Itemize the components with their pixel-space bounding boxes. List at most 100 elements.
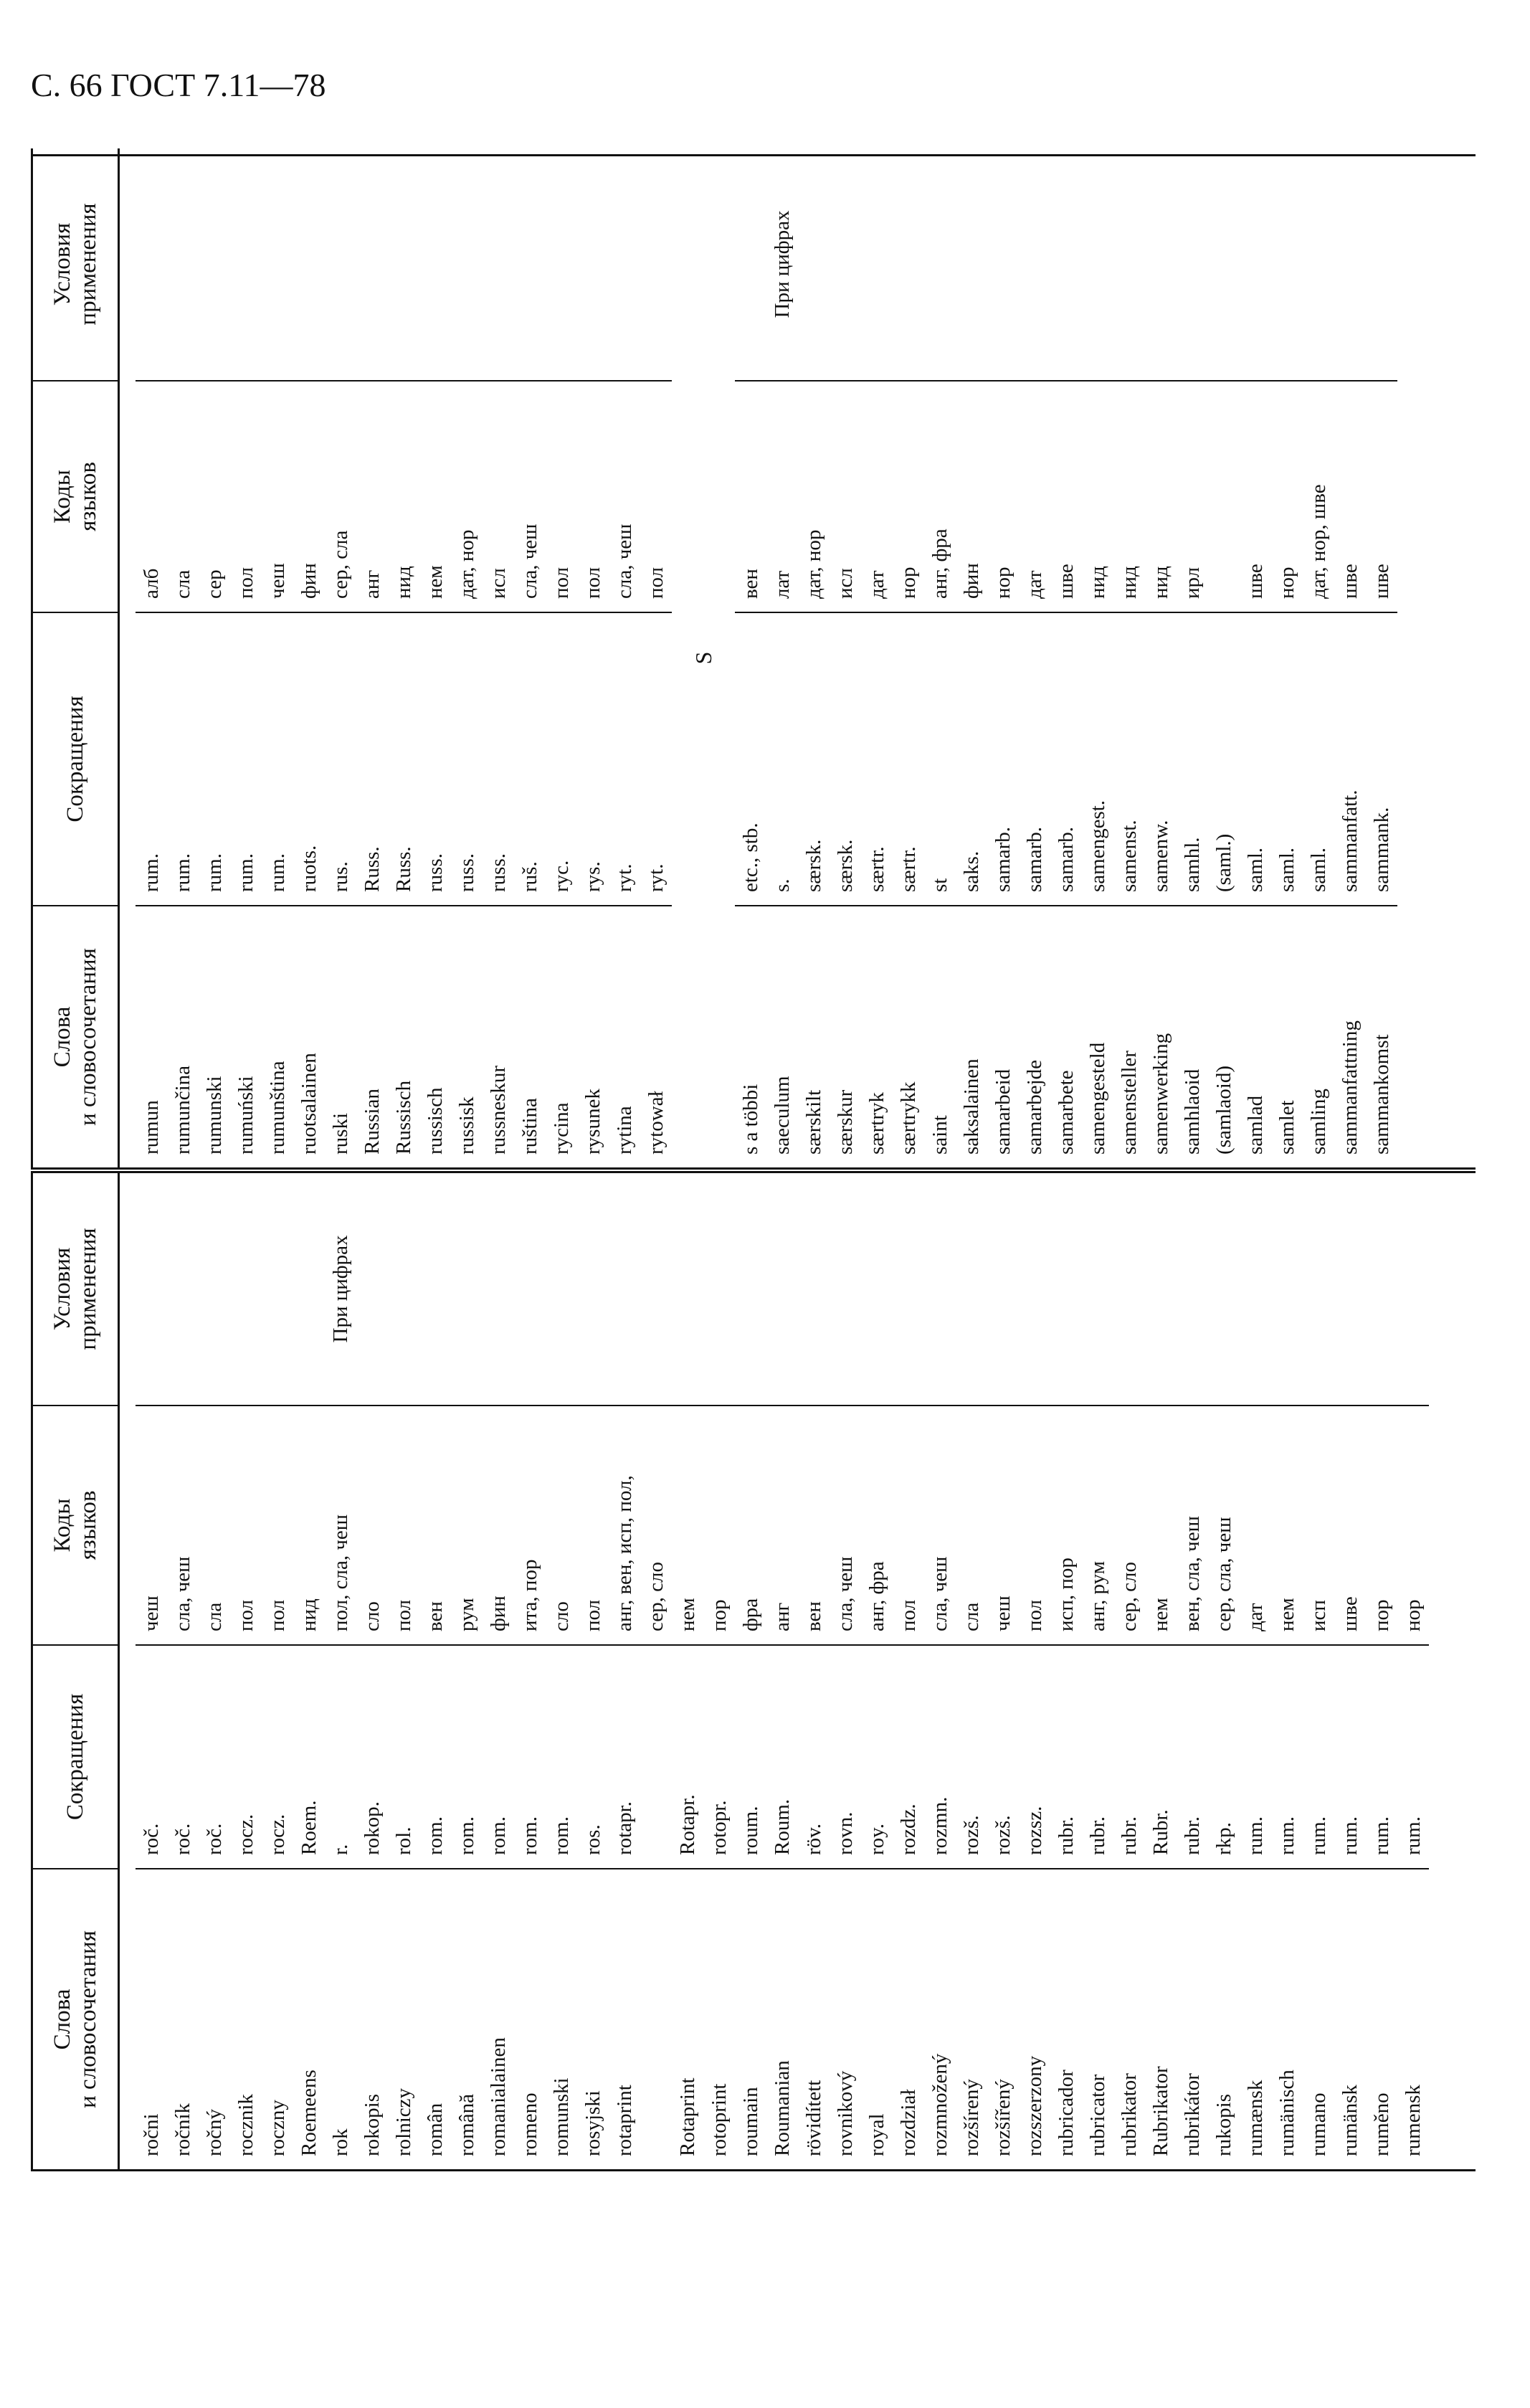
header-line: Слова (49, 1989, 75, 2050)
cell-use (956, 1173, 987, 1405)
cell-use: При цифрах (771, 210, 794, 318)
cell-word: rozmnožený (924, 1868, 956, 2169)
cell-abbr: rom. (514, 1644, 546, 1868)
cell-codes: сер, сла (325, 380, 356, 612)
cell-word: ročni (136, 1868, 167, 2169)
cell-use (1303, 148, 1334, 380)
cell-word: Roemeens (293, 1868, 325, 2169)
cell-use (1366, 148, 1397, 380)
cell-abbr: rum. (1240, 1644, 1271, 1868)
cell-abbr: sammank. (1366, 612, 1397, 905)
table-row: saksalainen saks. фин (956, 148, 987, 1167)
column-header: Коды языков (33, 380, 118, 612)
table-row: rozmnožený rozmn. сла, чеш (924, 1173, 956, 2169)
table-row: ročný roč. сла (199, 1173, 230, 2169)
cell-abbr: rum. (262, 612, 293, 905)
table-body: ročni roč. чеш ročník roč. сла, чеш ročný roč. с… (120, 1173, 1476, 2169)
cell-codes: вен (419, 1405, 451, 1644)
cell-abbr: samarb. (1019, 612, 1050, 905)
header-row: Слова и словосочетания Сокращения Коды языко… (31, 1173, 120, 2169)
cell-use (987, 148, 1019, 380)
cell-abbr: Roum. (766, 1644, 798, 1868)
column-header: Сокращения (33, 612, 118, 905)
cell-use (230, 148, 262, 380)
table-row: rumunština rum. чеш (262, 148, 293, 1167)
cell-word: sammanfattning (1334, 905, 1366, 1167)
cell-codes: анг, фра (924, 380, 956, 612)
table-row: samarbejde samarb. дат (1019, 148, 1050, 1167)
table-row: rubrikator rubr. сер, сло (1113, 1173, 1145, 2169)
cell-codes: рум (451, 1405, 483, 1644)
cell-word: royal (861, 1868, 893, 2169)
cell-use (419, 1173, 451, 1405)
table-row: samarbeid samarb. нор (987, 148, 1019, 1167)
cell-abbr: rotopr. (703, 1644, 735, 1868)
cell-word: rumunski (199, 905, 230, 1167)
cell-use (451, 1173, 483, 1405)
cell-word: rozszerzony (1019, 1868, 1050, 2169)
cell-word: rumænsk (1240, 1868, 1271, 2169)
cell-abbr: rum. (1334, 1644, 1366, 1868)
table-row: (samlaoid) (saml.) (1208, 148, 1240, 1167)
table-row: særtrykk særtr. нор (893, 148, 924, 1167)
cell-use (136, 1173, 167, 1405)
cell-codes: нем (419, 380, 451, 612)
cell-word: rubricator (1082, 1868, 1113, 2169)
cell-codes: дат (861, 380, 893, 612)
table-row: samarbete samarb. шве (1050, 148, 1082, 1167)
cell-codes: чеш (262, 380, 293, 612)
cell-use (546, 1173, 577, 1405)
cell-abbr: etc., stb. (735, 612, 766, 905)
table-row: rotoprint rotopr. пор (703, 1173, 735, 2169)
cell-use (1208, 148, 1240, 380)
cell-use (1019, 148, 1050, 380)
cell-abbr: særsk. (830, 612, 861, 905)
table-row: s a többi etc., stb. вен (735, 148, 766, 1167)
cell-word: romeno (514, 1868, 546, 2169)
header-line: языков (75, 1490, 101, 1560)
cell-codes: пор (703, 1405, 735, 1644)
cell-use (1177, 148, 1208, 380)
cell-word: rumunčina (167, 905, 199, 1167)
cell-abbr: rocz. (262, 1644, 293, 1868)
cell-abbr: roč. (199, 1644, 230, 1868)
cell-abbr: samenst. (1113, 612, 1145, 905)
cell-word: rumano (1303, 1868, 1334, 2169)
cell-word: rocznik (230, 1868, 262, 2169)
table-row: samenwerking samenw. нид (1145, 148, 1177, 1167)
table-row: samengesteld samengest. нид (1082, 148, 1113, 1167)
cell-use (1271, 148, 1303, 380)
cell-abbr: særtr. (861, 612, 893, 905)
table-row: samensteller samenst. нид (1113, 148, 1145, 1167)
cell-use (640, 148, 672, 380)
cell-codes: нор (1397, 1405, 1429, 1644)
table-row: rytował ryt. пол (640, 148, 672, 1167)
cell-codes: сер, сла, чеш (1208, 1405, 1240, 1644)
cell-codes: сло (546, 1405, 577, 1644)
cell-codes: сла, чеш (924, 1405, 956, 1644)
cell-word: ročník (167, 1868, 199, 2169)
cell-word: saeculum (766, 905, 798, 1167)
table-row: rumunčina rum. сла (167, 148, 199, 1167)
cell-abbr: rys. (577, 612, 609, 905)
cell-codes: ита, пор (514, 1405, 546, 1644)
cell-word: samarbeid (987, 905, 1019, 1167)
cell-word: Roumanian (766, 1868, 798, 2169)
cell-abbr: russ. (451, 612, 483, 905)
header-line: Сокращения (62, 696, 88, 823)
cell-abbr: samhl. (1177, 612, 1208, 905)
cell-word: samarbejde (1019, 905, 1050, 1167)
cell-word: român (419, 1868, 451, 2169)
cell-word: rubrikator (1113, 1868, 1145, 2169)
table-row: rysunek rys. пол (577, 148, 609, 1167)
cell-abbr: ryt. (609, 612, 640, 905)
cell-abbr: (saml.) (1208, 612, 1240, 905)
cell-abbr: samenw. (1145, 612, 1177, 905)
column-header: Коды языков (33, 1405, 118, 1644)
cell-use (1082, 148, 1113, 380)
cell-word: (samlaoid) (1208, 905, 1240, 1167)
cell-use (262, 148, 293, 380)
cell-word: rozdział (893, 1868, 924, 2169)
cell-use (136, 148, 167, 380)
cell-word: rumun (136, 905, 167, 1167)
